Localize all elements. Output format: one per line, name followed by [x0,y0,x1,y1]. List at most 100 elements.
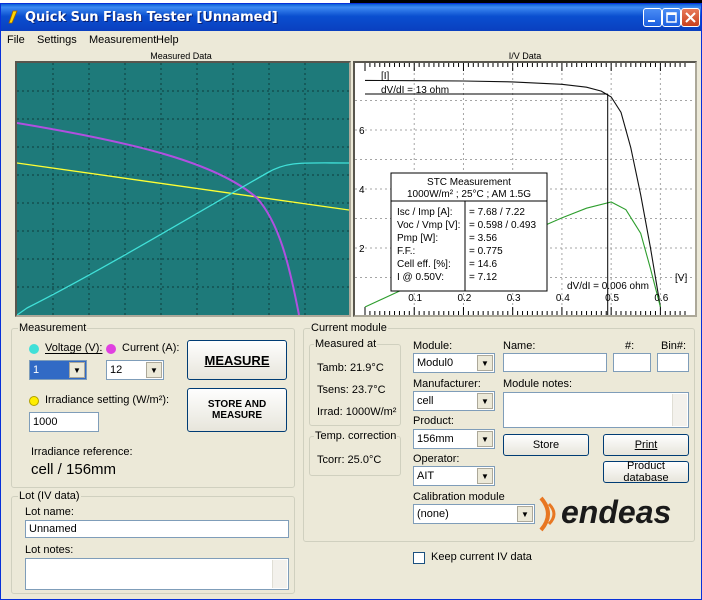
voltage-select-value: 1 [33,364,40,376]
x-tick-label: 0.1 [408,293,422,304]
endeas-logo-text: endeas [561,494,672,530]
irradiance-reference-value: cell / 156mm [31,461,117,478]
menu-measurement[interactable]: Measurement [89,34,157,46]
current-select[interactable]: 12 ▼ [106,360,164,380]
stc-row-label: Cell eff. [%]: [397,259,451,270]
current-label: Current (A): [122,342,180,354]
lot-name-label: Lot name: [25,506,74,518]
x-tick-label: 0.4 [556,293,570,304]
maximize-button[interactable] [662,8,681,27]
store-button[interactable]: Store [503,434,589,456]
calibration-module-select-value: (none) [417,508,449,520]
stc-title: STC Measurement [427,177,511,188]
lot-notes-textarea[interactable] [25,558,289,590]
voltage-select[interactable]: 1 ▼ [29,360,87,380]
module-number-input[interactable] [613,353,651,372]
current-module-group: Current module [303,322,695,542]
operator-label: Operator: [413,453,460,465]
minimize-icon [648,20,655,22]
y-tick-label: 4 [359,185,365,196]
irradiance-setting-input[interactable]: 1000 [29,412,99,432]
chevron-down-icon: ▼ [477,355,493,371]
measurement-group-label: Measurement [18,322,88,334]
product-database-button[interactable]: Product database [603,460,689,484]
chevron-down-icon: ▼ [477,468,493,484]
chevron-down-icon: ▼ [477,431,493,447]
measured-voltage-line [16,162,350,211]
irradiance-color-dot [29,396,39,406]
menu-help[interactable]: Help [156,34,179,46]
keep-iv-data-checkbox[interactable] [413,552,425,564]
lot-group-label: Lot (IV data) [18,490,81,502]
bin-number-input[interactable] [657,353,689,372]
keep-iv-data-label: Keep current IV data [431,551,532,563]
measure-button[interactable]: MEASURE [187,340,287,380]
lot-notes-scrollbar[interactable] [272,560,287,588]
iv-chart-title: I/V Data [508,51,542,61]
product-select-value: 156mm [417,433,454,445]
module-name-input[interactable] [503,353,607,372]
stc-row-value: = 7.68 / 7.22 [469,207,525,218]
menu-file[interactable]: File [7,34,25,46]
irradiance-reference-label: Irradiance reference: [31,446,133,458]
operator-select-value: AIT [417,470,435,482]
lot-notes-label: Lot notes: [25,544,74,556]
x-tick-label: 0.2 [457,293,471,304]
calibration-module-select[interactable]: (none) ▼ [413,504,535,524]
measured-irradiance-line [16,162,350,316]
minimize-button[interactable] [643,8,662,27]
menu-bar: File Settings Measurement Help [1,31,701,49]
measured-current-line [16,122,300,316]
dvdi-bottom-annotation: dV/dI = 0.006 ohm [567,281,649,292]
module-select-value: Modul0 [417,357,454,369]
product-select[interactable]: 156mm ▼ [413,429,495,449]
iv-data-chart: 0.1 0.2 0.3 0.4 0.5 0.6 6 4 2 [I] dV/dI = 13 ohm… [353,61,697,317]
measured-chart-title: Measured Data [150,51,212,61]
manufacturer-select-value: cell [417,395,434,407]
store-and-measure-button[interactable]: STORE AND MEASURE [187,388,287,432]
temp-correction-label: Temp. correction [314,430,398,442]
menu-settings[interactable]: Settings [37,34,77,46]
iv-x-axis-label: [V] [675,273,687,284]
current-color-dot [106,344,116,354]
iv-curve-line [364,79,661,308]
irradiance-setting-label: Irradiance setting (W/m²): [45,394,170,406]
voltage-color-dot [29,344,39,354]
module-number-label: #: [625,340,635,352]
bin-number-label: Bin#: [661,340,687,352]
stc-conditions: 1000W/m² ; 25°C ; AM 1.5G [407,189,531,200]
chevron-down-icon: ▼ [146,362,162,378]
maximize-icon [666,12,677,23]
module-label: Module: [413,340,453,352]
stc-row-value: = 7.12 [469,272,498,283]
manufacturer-select[interactable]: cell ▼ [413,391,495,411]
y-tick-label: 6 [359,126,365,137]
product-label: Product: [413,415,454,427]
module-notes-textarea[interactable] [503,392,689,428]
measured-at-group: Measured at [309,338,401,426]
stc-row-label: Voc / Vmp [V]: [397,220,460,231]
lot-name-input[interactable]: Unnamed [25,520,289,538]
stc-row-value: = 3.56 [469,233,498,244]
tsens-value: Tsens: 23.7°C [317,384,386,396]
endeas-logo-icon [539,496,556,532]
app-icon [8,10,18,24]
module-name-label: Name: [503,340,536,352]
stc-row-value: = 14.6 [469,259,498,270]
app-window: Quick Sun Flash Tester [Unnamed] File Se… [0,3,702,600]
chevron-down-icon: ▼ [477,393,493,409]
operator-select[interactable]: AIT ▼ [413,466,495,486]
irrad-value: Irrad: 1000W/m² [317,406,397,418]
stc-row-label: Isc / Imp [A]: [397,207,453,218]
tamb-value: Tamb: 21.9°C [317,362,384,374]
module-notes-scrollbar[interactable] [672,394,687,426]
module-select[interactable]: Modul0 ▼ [413,353,495,373]
print-button[interactable]: Print [603,434,689,456]
stc-row-label: Pmp [W]: [397,233,438,244]
chevron-down-icon: ▼ [517,506,533,522]
stc-row-label: I @ 0.50V: [397,272,444,283]
title-bar: Quick Sun Flash Tester [Unnamed] [1,4,701,31]
iv-y-axis-label: [I] [381,71,390,82]
close-button[interactable] [681,8,700,27]
x-tick-label: 0.6 [654,293,668,304]
